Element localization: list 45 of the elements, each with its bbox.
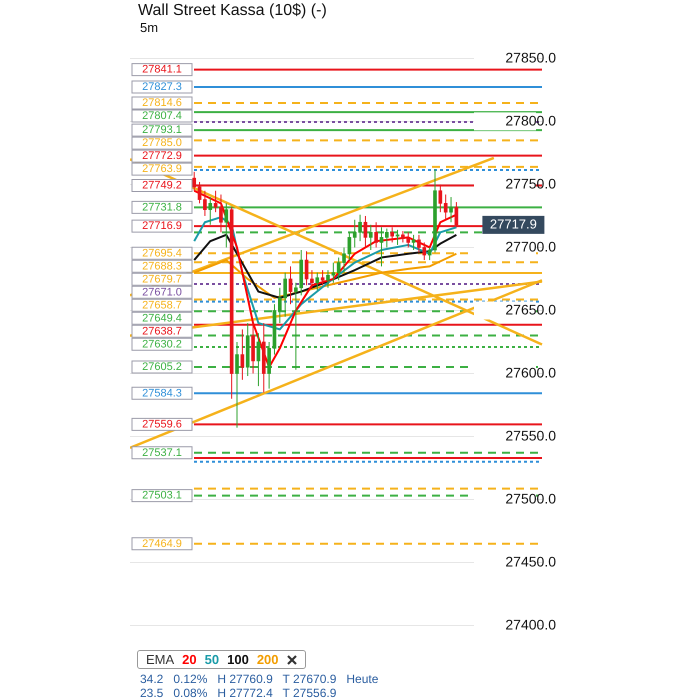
- text: 50: [204, 652, 220, 667]
- ref-line-label: 27537.1: [142, 446, 182, 459]
- text: 20: [182, 652, 197, 667]
- ref-line-label: 27749.2: [142, 179, 182, 192]
- text: 200: [256, 652, 279, 667]
- ref-line-label: 27559.6: [142, 418, 182, 430]
- ref-line-label: 27688.3: [142, 260, 182, 272]
- y-tick-label: 27550.0: [505, 427, 556, 444]
- chart-title: Wall Street Kassa (10$) (-): [138, 2, 327, 20]
- text: 34.2 0.12% H 27760.9 T 27670.9 Heute: [140, 672, 378, 686]
- ref-line-label: 27584.3: [142, 387, 182, 400]
- ref-line-label: 27638.7: [142, 325, 182, 338]
- ref-line-label: 27716.9: [142, 220, 182, 232]
- ref-line-label: 27785.0: [142, 137, 182, 150]
- annotation: 27717.9: [490, 216, 537, 232]
- y-tick-label: 27650.0: [505, 301, 556, 318]
- y-tick-label: 27500.0: [505, 490, 556, 506]
- ref-line-label: 27679.7: [142, 273, 182, 286]
- ref-line-label: 27658.7: [142, 299, 182, 312]
- y-tick-label: 27400.0: [505, 616, 556, 632]
- ref-line-label: 27814.6: [142, 97, 182, 110]
- text: 100: [227, 652, 249, 667]
- ref-line-label: 27464.9: [142, 538, 182, 550]
- ref-line-label: 27605.2: [142, 360, 182, 373]
- chart-subtitle: 5m: [140, 20, 158, 35]
- ref-line-label: 27630.2: [142, 338, 182, 350]
- y-tick-label: 27800.0: [505, 112, 556, 128]
- legend-title: EMA: [146, 652, 174, 667]
- ref-line-label: 27793.1: [142, 124, 182, 136]
- ref-line-label: 27695.4: [142, 247, 182, 260]
- ref-line-label: 27841.1: [142, 64, 182, 76]
- y-tick-label: 27600.0: [505, 364, 556, 380]
- y-tick-label: 27450.0: [505, 553, 556, 570]
- ref-line-label: 27503.1: [142, 490, 182, 502]
- y-tick-label: 27850.0: [505, 49, 556, 66]
- ref-line-label: 27807.4: [142, 110, 182, 122]
- text: 23.5 0.08% H 27772.4 T 27556.9: [140, 686, 336, 700]
- ref-line-label: 27763.9: [142, 163, 182, 176]
- ref-line-label: 27827.3: [142, 81, 182, 94]
- ref-line-label: 27772.9: [142, 150, 182, 162]
- y-tick-label: 27750.0: [505, 175, 556, 192]
- y-tick-label: 27700.0: [505, 238, 556, 254]
- ref-line-label: 27649.4: [142, 312, 182, 324]
- ref-line-label: 27731.8: [142, 201, 182, 214]
- ref-line-label: 27671.0: [142, 286, 182, 298]
